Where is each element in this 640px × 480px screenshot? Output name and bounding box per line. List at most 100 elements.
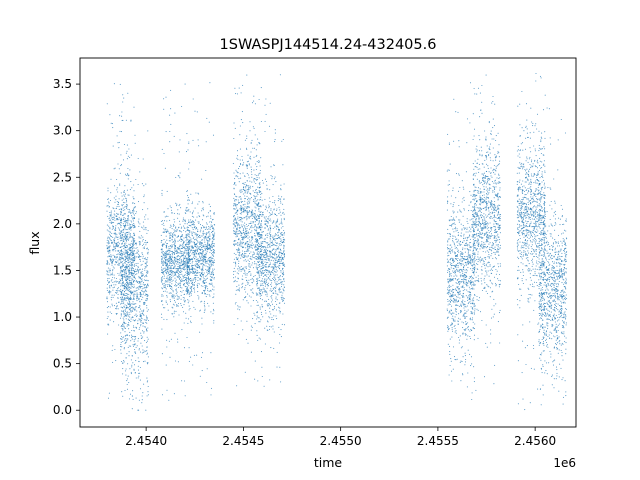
data-point bbox=[182, 277, 184, 279]
data-point bbox=[196, 251, 198, 253]
data-point bbox=[240, 119, 242, 121]
data-point bbox=[244, 256, 246, 258]
data-point bbox=[135, 280, 137, 282]
data-point bbox=[196, 246, 198, 248]
data-point bbox=[246, 192, 248, 194]
data-point bbox=[249, 245, 251, 247]
data-point bbox=[210, 220, 212, 223]
data-point bbox=[113, 185, 116, 187]
data-point bbox=[247, 234, 249, 236]
data-point bbox=[251, 256, 253, 258]
data-point bbox=[142, 283, 144, 285]
data-point bbox=[242, 122, 244, 124]
data-point bbox=[127, 288, 129, 290]
data-point bbox=[128, 322, 130, 324]
data-point bbox=[130, 311, 132, 313]
data-point bbox=[201, 247, 203, 249]
data-point bbox=[125, 287, 128, 289]
data-point bbox=[123, 259, 125, 261]
data-point bbox=[213, 268, 215, 270]
data-point bbox=[140, 281, 142, 283]
data-point bbox=[172, 307, 174, 309]
data-point bbox=[146, 290, 148, 292]
data-point bbox=[132, 345, 135, 347]
data-point bbox=[143, 229, 145, 231]
data-point bbox=[161, 261, 163, 263]
data-point bbox=[134, 278, 136, 280]
data-point bbox=[137, 357, 139, 359]
data-point bbox=[107, 280, 109, 282]
data-point bbox=[113, 281, 115, 283]
data-point bbox=[140, 283, 142, 285]
data-point bbox=[111, 305, 113, 307]
data-point bbox=[107, 215, 109, 217]
data-point bbox=[279, 248, 282, 250]
data-point bbox=[263, 256, 265, 258]
data-point bbox=[128, 223, 130, 225]
data-point bbox=[168, 248, 170, 250]
data-point bbox=[246, 74, 248, 76]
data-point bbox=[135, 244, 137, 246]
data-point bbox=[106, 289, 108, 291]
data-point bbox=[206, 239, 208, 241]
data-point bbox=[131, 355, 133, 357]
data-point bbox=[125, 275, 128, 277]
data-point bbox=[278, 223, 280, 225]
data-point bbox=[268, 316, 270, 318]
data-point bbox=[117, 223, 119, 225]
data-point bbox=[245, 223, 247, 225]
data-point bbox=[179, 245, 181, 247]
data-point bbox=[119, 278, 121, 280]
data-point bbox=[277, 294, 279, 296]
data-point bbox=[270, 326, 272, 328]
data-point bbox=[234, 200, 236, 202]
data-point bbox=[130, 268, 133, 270]
data-point bbox=[197, 203, 199, 205]
data-point bbox=[256, 227, 258, 229]
data-point bbox=[145, 321, 147, 323]
data-point bbox=[120, 221, 122, 224]
data-point bbox=[280, 271, 282, 273]
data-point bbox=[122, 293, 124, 295]
data-point bbox=[280, 258, 282, 260]
data-point bbox=[179, 203, 181, 205]
data-point bbox=[243, 229, 245, 231]
data-point bbox=[255, 255, 257, 258]
data-point bbox=[123, 347, 125, 349]
data-point bbox=[193, 254, 195, 256]
data-point bbox=[134, 309, 136, 311]
data-point bbox=[274, 234, 276, 236]
data-point bbox=[136, 251, 138, 253]
data-point bbox=[207, 290, 209, 292]
data-point bbox=[182, 252, 184, 254]
data-point bbox=[133, 265, 135, 267]
data-point bbox=[114, 247, 117, 249]
data-point bbox=[235, 225, 237, 227]
data-point bbox=[260, 250, 262, 252]
data-point bbox=[127, 167, 129, 170]
data-point bbox=[211, 280, 213, 282]
data-point bbox=[175, 281, 177, 284]
data-point bbox=[258, 161, 261, 163]
data-point bbox=[127, 215, 129, 217]
data-point bbox=[171, 212, 173, 214]
data-point bbox=[142, 158, 144, 160]
data-point bbox=[132, 245, 134, 247]
data-point bbox=[134, 372, 136, 374]
data-point bbox=[177, 247, 179, 249]
data-point bbox=[122, 340, 124, 343]
data-point bbox=[250, 193, 252, 195]
data-point bbox=[126, 234, 128, 236]
data-point bbox=[130, 119, 132, 121]
data-point bbox=[239, 251, 241, 253]
data-point bbox=[275, 309, 278, 311]
data-point bbox=[183, 265, 185, 267]
data-point bbox=[278, 342, 281, 344]
data-point bbox=[126, 205, 128, 207]
data-point bbox=[176, 276, 178, 278]
data-point bbox=[258, 317, 260, 319]
data-point bbox=[144, 290, 146, 292]
data-point bbox=[233, 245, 235, 247]
data-point bbox=[188, 292, 190, 294]
data-point bbox=[123, 245, 125, 247]
